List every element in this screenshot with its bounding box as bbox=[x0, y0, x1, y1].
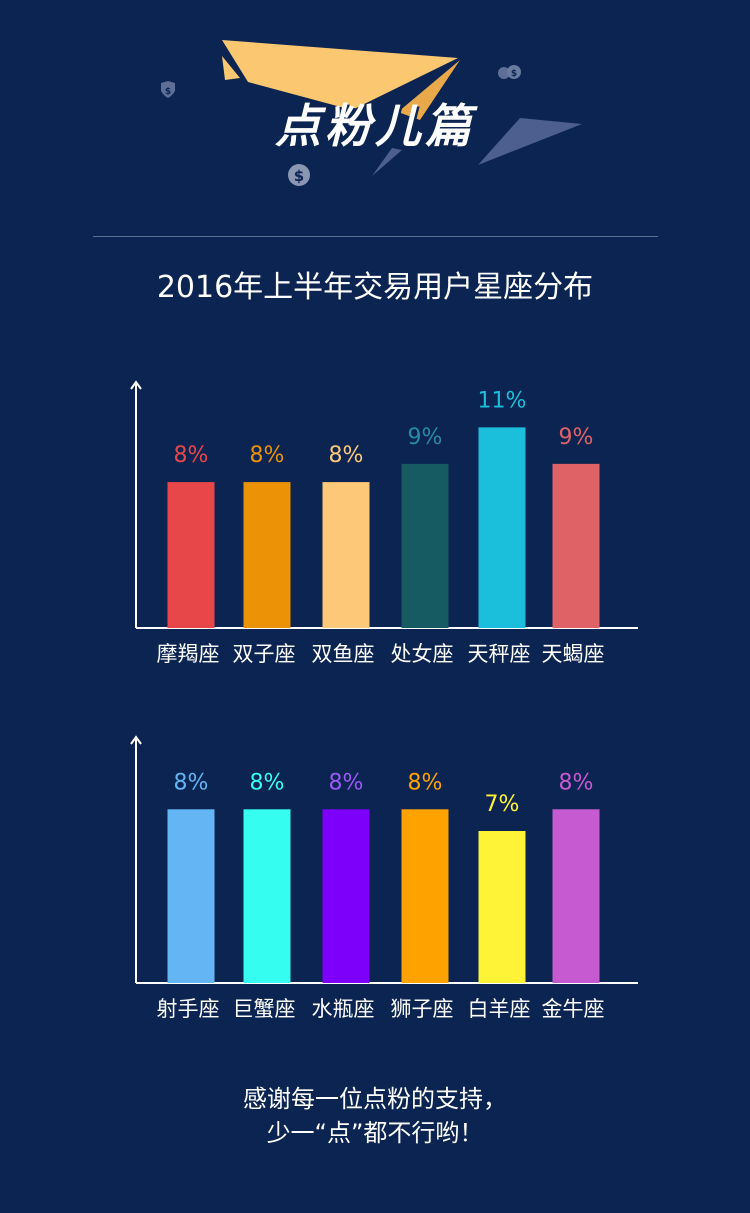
banner-yellow-small-shard bbox=[222, 56, 240, 80]
category-label-3: 双鱼座 bbox=[312, 642, 375, 666]
svg-text:$: $ bbox=[511, 69, 517, 79]
svg-text:$: $ bbox=[165, 87, 171, 97]
money-bags-icon: $ bbox=[498, 65, 521, 79]
category-label-2: 巨蟹座 bbox=[233, 997, 296, 1021]
footer-line-1: 感谢每一位点粉的支持， bbox=[243, 1085, 507, 1113]
bar-4 bbox=[401, 809, 449, 983]
bar-2 bbox=[243, 482, 291, 628]
banner-yellow-shard bbox=[222, 40, 458, 110]
data-label-1: 8% bbox=[174, 770, 209, 795]
category-label-5: 天秤座 bbox=[468, 642, 531, 666]
bar-1 bbox=[167, 482, 215, 628]
banner-orange-shard bbox=[398, 60, 460, 120]
category-label-1: 射手座 bbox=[157, 997, 220, 1021]
data-label-6: 9% bbox=[559, 425, 594, 450]
category-label-2: 双子座 bbox=[233, 642, 296, 666]
data-label-3: 8% bbox=[329, 443, 364, 468]
chart-2-svg: 8% 射手座 8% 巨蟹座 8% 水瓶座 8% 狮子座 7% 白羊座 8% 金牛座 bbox=[130, 735, 638, 1021]
banner-blue-shard bbox=[478, 118, 582, 165]
footer: 感谢每一位点粉的支持， 少一“点”都不行哟！ bbox=[0, 1082, 750, 1150]
data-label-1: 8% bbox=[174, 443, 209, 468]
data-label-2: 8% bbox=[250, 443, 285, 468]
category-label-1: 摩羯座 bbox=[157, 642, 220, 666]
chart-1: 8% 摩羯座 8% 双子座 8% 双鱼座 9% 处女座 11% 天秤座 9% 天蝎座 bbox=[0, 370, 750, 670]
bar-4 bbox=[401, 463, 449, 628]
bar-3 bbox=[322, 809, 370, 983]
y-axis-arrow bbox=[130, 735, 142, 745]
shield-dollar-icon: $ bbox=[161, 81, 175, 98]
bar-5 bbox=[478, 427, 526, 628]
chart-subtitle: 2016年上半年交易用户星座分布 bbox=[156, 270, 594, 305]
category-label-4: 处女座 bbox=[391, 642, 454, 666]
data-label-3: 8% bbox=[329, 770, 364, 795]
data-label-5: 7% bbox=[485, 792, 520, 817]
data-label-4: 8% bbox=[408, 770, 443, 795]
data-label-4: 9% bbox=[408, 425, 443, 450]
category-label-6: 天蝎座 bbox=[542, 642, 605, 666]
footer-line-2: 少一“点”都不行哟！ bbox=[266, 1119, 484, 1147]
banner-blue-small-shard bbox=[372, 148, 402, 176]
chart-2: 8% 射手座 8% 巨蟹座 8% 水瓶座 8% 狮子座 7% 白羊座 8% 金牛座 bbox=[0, 725, 750, 1025]
bar-6 bbox=[552, 463, 600, 628]
category-label-3: 水瓶座 bbox=[312, 997, 375, 1021]
bar-1 bbox=[167, 809, 215, 983]
category-label-4: 狮子座 bbox=[391, 997, 454, 1021]
category-label-6: 金牛座 bbox=[542, 997, 605, 1021]
banner-title: 点粉儿篇 bbox=[275, 99, 475, 153]
divider bbox=[93, 236, 658, 237]
chart-1-svg: 8% 摩羯座 8% 双子座 8% 双鱼座 9% 处女座 11% 天秤座 9% 天蝎座 bbox=[130, 380, 638, 666]
dollar-coin-icon: $ bbox=[288, 164, 310, 186]
banner-graphic: $ $ $ bbox=[161, 40, 582, 186]
bar-6 bbox=[552, 809, 600, 983]
svg-text:$: $ bbox=[294, 167, 304, 185]
data-label-6: 8% bbox=[559, 770, 594, 795]
banner: $ $ $ 点粉儿篇 bbox=[0, 0, 750, 230]
category-label-5: 白羊座 bbox=[468, 997, 531, 1021]
bar-2 bbox=[243, 809, 291, 983]
y-axis-arrow bbox=[130, 380, 142, 390]
bar-3 bbox=[322, 482, 370, 628]
data-label-5: 11% bbox=[478, 388, 527, 413]
data-label-2: 8% bbox=[250, 770, 285, 795]
bar-5 bbox=[478, 831, 526, 983]
